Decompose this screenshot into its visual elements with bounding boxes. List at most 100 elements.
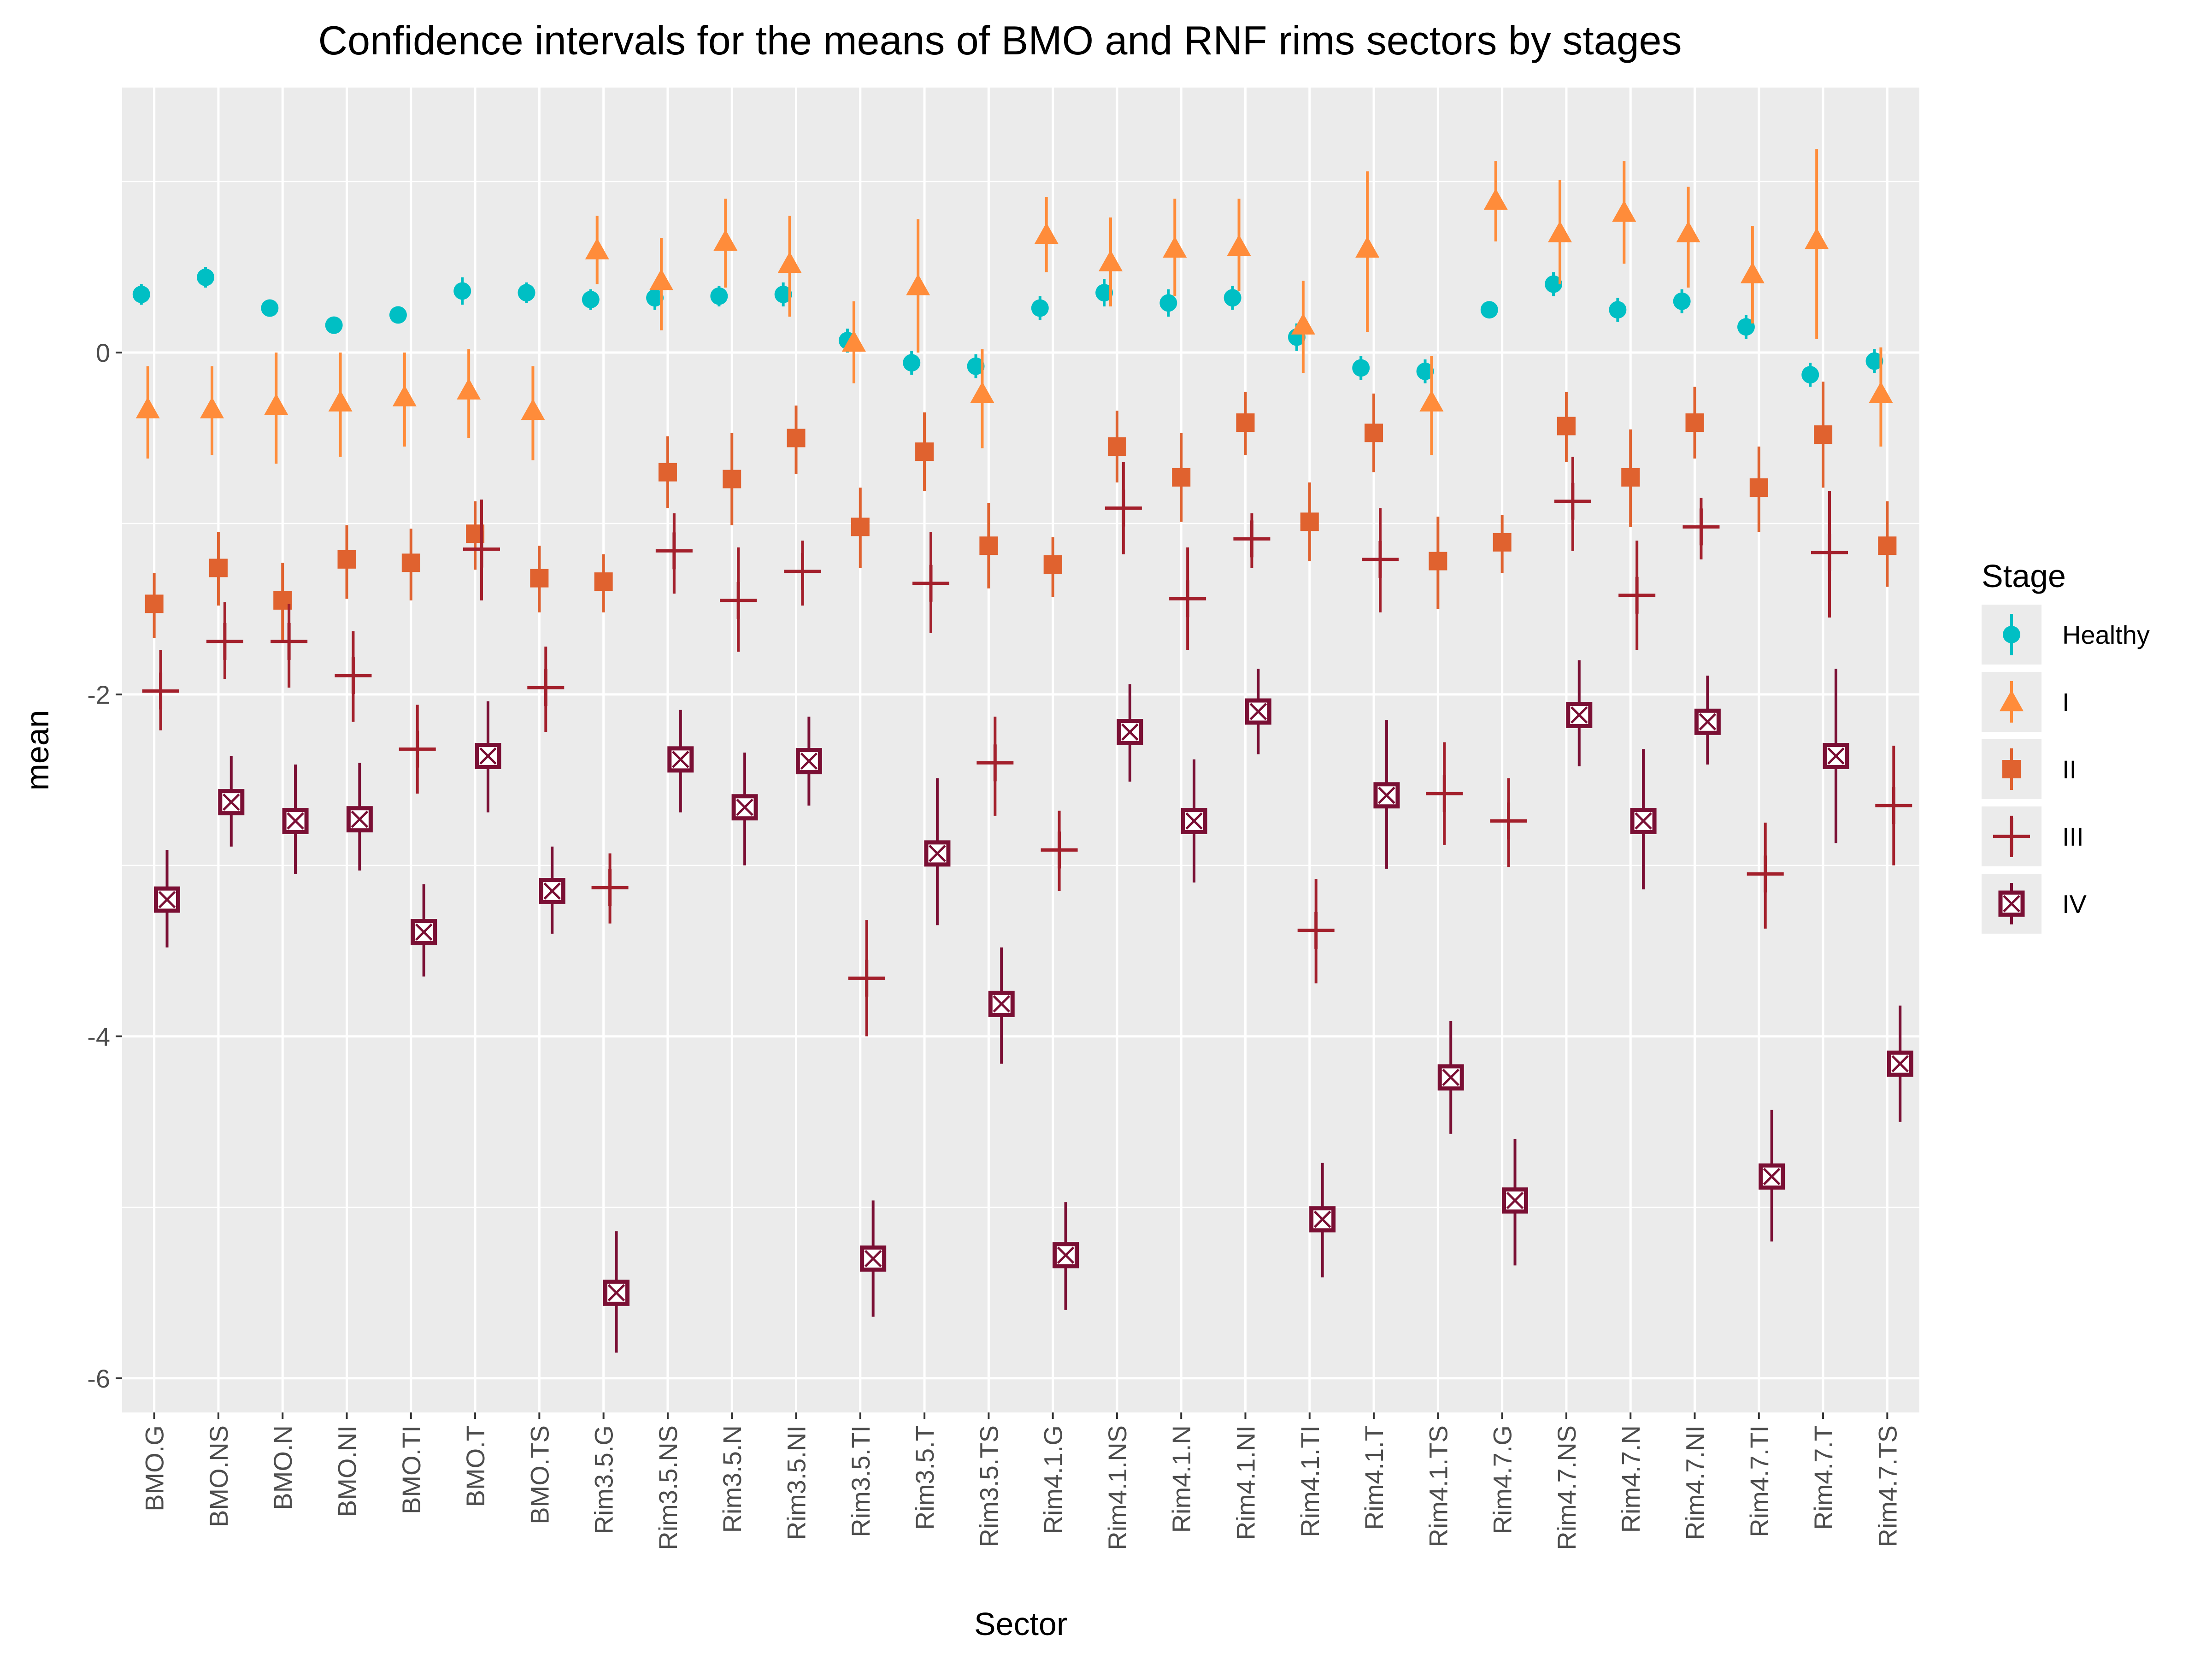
data-point xyxy=(1869,382,1893,403)
x-tick-label: Rim4.7.NI xyxy=(1681,1425,1710,1540)
legend-label: I xyxy=(2062,688,2070,717)
data-point xyxy=(325,316,343,334)
data-point xyxy=(475,742,501,769)
data-point xyxy=(784,553,821,590)
x-tick-label: Rim4.1.T xyxy=(1359,1425,1388,1530)
data-point xyxy=(1618,577,1656,614)
x-tick-label: BMO.NI xyxy=(333,1425,362,1517)
data-point xyxy=(1878,536,1897,555)
data-point xyxy=(218,789,245,816)
x-axis: BMO.G BMO.NS BMO.N BMO.NI BMO.TI BMO.T BMO.TS R… xyxy=(140,1412,1902,1550)
data-point xyxy=(453,282,471,300)
x-tick-label: BMO.T xyxy=(461,1425,490,1507)
x-axis-title: Sector xyxy=(974,1606,1067,1642)
data-point xyxy=(848,959,885,997)
data-point xyxy=(1245,698,1271,725)
data-point xyxy=(731,794,758,821)
data-point xyxy=(851,518,870,536)
x-tick-label: Rim4.1.N xyxy=(1167,1425,1196,1533)
data-point xyxy=(1811,534,1848,571)
data-point xyxy=(1502,1187,1528,1214)
data-point xyxy=(1233,520,1271,558)
x-tick-label: Rim4.7.T xyxy=(1809,1425,1838,1530)
data-point xyxy=(1352,359,1370,377)
data-point xyxy=(1105,489,1142,527)
data-point xyxy=(530,569,549,588)
data-point xyxy=(1805,228,1829,249)
data-point xyxy=(200,397,224,418)
data-point xyxy=(1609,301,1627,319)
data-point xyxy=(335,657,372,694)
data-point xyxy=(1749,478,1768,497)
data-point xyxy=(912,565,949,602)
data-point xyxy=(1490,802,1527,840)
data-point xyxy=(518,284,535,302)
data-point xyxy=(1740,262,1765,283)
data-point xyxy=(1685,413,1704,432)
data-point xyxy=(906,274,930,295)
data-point xyxy=(1865,352,1883,370)
legend-key-marker xyxy=(2000,690,2024,712)
data-point xyxy=(282,807,309,834)
data-point xyxy=(1545,275,1563,293)
x-tick-label: Rim4.7.NS xyxy=(1552,1425,1581,1550)
data-point xyxy=(1823,742,1849,769)
y-tick-label: -6 xyxy=(87,1364,110,1393)
data-point xyxy=(1365,424,1383,442)
data-point xyxy=(1814,425,1833,444)
data-point xyxy=(1747,855,1784,893)
x-tick-label: Rim3.5.NI xyxy=(782,1425,811,1540)
data-point xyxy=(658,463,677,482)
data-point xyxy=(1683,508,1720,546)
data-point xyxy=(271,623,308,660)
data-point xyxy=(710,287,728,305)
x-tick-label: Rim4.7.N xyxy=(1616,1425,1645,1533)
data-point xyxy=(264,394,288,415)
data-point xyxy=(774,285,792,303)
data-point xyxy=(603,1279,629,1306)
data-point xyxy=(1426,775,1463,812)
data-point xyxy=(795,748,822,775)
data-point xyxy=(1801,366,1819,384)
x-tick-label: Rim3.5.G xyxy=(589,1425,618,1535)
y-axis-title: mean xyxy=(19,710,55,790)
data-point xyxy=(977,744,1014,782)
data-point xyxy=(1419,390,1444,412)
data-point xyxy=(1373,782,1400,809)
data-point xyxy=(457,378,481,400)
x-tick-label: Rim4.7.TI xyxy=(1745,1425,1774,1537)
data-point xyxy=(1095,284,1113,302)
data-point xyxy=(261,299,279,317)
data-point xyxy=(1548,221,1572,242)
data-point xyxy=(1759,1163,1785,1190)
data-point xyxy=(1429,552,1447,571)
x-tick-label: Rim3.5.NS xyxy=(653,1425,682,1550)
legend-key-marker xyxy=(2003,626,2020,643)
data-point xyxy=(667,746,694,773)
data-point xyxy=(1099,250,1123,271)
data-point xyxy=(1107,437,1126,456)
data-point xyxy=(967,357,985,375)
data-point xyxy=(1416,362,1434,380)
data-point xyxy=(1163,236,1187,258)
data-point xyxy=(145,594,164,613)
data-point xyxy=(527,669,565,706)
data-point xyxy=(1630,807,1657,834)
data-point xyxy=(903,354,921,372)
x-tick-label: Rim4.1.TS xyxy=(1424,1425,1453,1547)
minor-gridlines xyxy=(122,181,1919,1208)
data-point xyxy=(1437,1064,1464,1091)
data-point xyxy=(1300,512,1319,531)
data-point xyxy=(1172,468,1191,487)
data-point xyxy=(1227,235,1251,256)
data-point xyxy=(1224,289,1241,307)
data-point xyxy=(132,285,150,303)
x-tick-label: BMO.TS xyxy=(525,1425,554,1524)
data-point xyxy=(787,429,806,447)
data-point xyxy=(915,442,934,461)
data-point xyxy=(1117,719,1143,746)
data-point xyxy=(594,572,613,591)
data-point xyxy=(1737,318,1755,336)
